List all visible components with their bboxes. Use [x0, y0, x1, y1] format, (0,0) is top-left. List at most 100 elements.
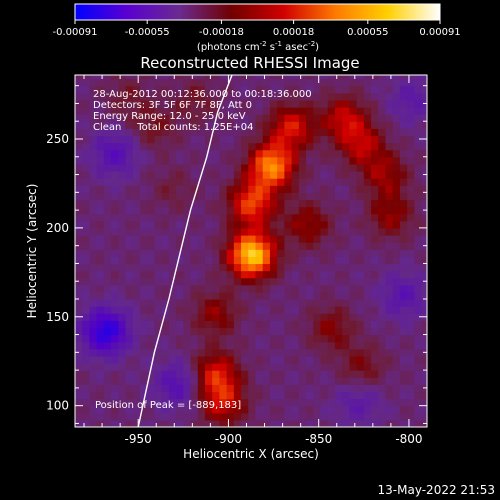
heatmap-cell — [103, 384, 112, 393]
heatmap-cell — [161, 313, 170, 321]
heatmap-cell — [414, 199, 423, 208]
heatmap-cell — [241, 299, 249, 307]
heatmap-cell — [298, 405, 307, 414]
heatmap-cell — [75, 114, 83, 122]
heatmap-cell — [371, 156, 379, 165]
heatmap-cell — [241, 156, 249, 165]
heatmap-cell — [421, 412, 427, 421]
heatmap-cell — [219, 256, 228, 265]
heatmap-cell — [269, 178, 278, 186]
heatmap-cell — [190, 75, 199, 80]
heatmap-cell — [320, 213, 329, 222]
annotation-time-range: 28-Aug-2012 00:12:36.000 to 00:18:36.000 — [93, 89, 312, 100]
heatmap-cell — [176, 171, 184, 179]
heatmap-cell — [385, 419, 394, 427]
heatmap-cell — [82, 121, 91, 129]
heatmap-cell — [363, 334, 372, 343]
heatmap-cell — [378, 355, 387, 364]
heatmap-cell — [154, 142, 163, 151]
heatmap-cell — [168, 192, 177, 201]
heatmap-cell — [421, 121, 427, 129]
heatmap-cell — [269, 242, 278, 250]
heatmap-cell — [392, 142, 401, 151]
heatmap-cell — [414, 291, 423, 300]
heatmap-cell — [407, 213, 415, 222]
heatmap-cell — [371, 263, 379, 272]
heatmap-cell — [241, 398, 249, 407]
heatmap-cell — [89, 78, 98, 87]
heatmap-cell — [204, 163, 213, 172]
heatmap-cell — [204, 377, 213, 385]
annotation-energy-range: Energy Range: 12.0 - 25.0 keV — [93, 111, 246, 122]
heatmap-cell — [269, 199, 278, 208]
heatmap-cell — [190, 384, 199, 393]
heatmap-cell — [363, 363, 372, 371]
heatmap-cell — [284, 363, 293, 371]
heatmap-cell — [103, 85, 112, 94]
heatmap-cell — [219, 107, 228, 115]
heatmap-cell — [363, 256, 372, 265]
heatmap-cell — [255, 291, 264, 300]
heatmap-cell — [154, 171, 163, 179]
heatmap-cell — [313, 249, 322, 257]
heatmap-cell — [183, 398, 192, 407]
heatmap-cell — [111, 163, 119, 172]
heatmap-cell — [197, 334, 206, 343]
heatmap-cell — [363, 227, 372, 236]
heatmap-cell — [190, 412, 199, 421]
heatmap-cell — [349, 277, 358, 286]
heatmap-cell — [233, 206, 242, 215]
heatmap-cell — [183, 327, 192, 336]
heatmap-cell — [96, 199, 105, 208]
heatmap-cell — [313, 192, 322, 201]
heatmap-cell — [139, 405, 148, 414]
heatmap-cell — [306, 291, 314, 300]
heatmap-cell — [219, 121, 228, 129]
heatmap-cell — [363, 163, 372, 172]
colorbar-tick-label: 0.00091 — [419, 27, 460, 38]
heatmap-cell — [298, 299, 307, 307]
heatmap-cell — [399, 235, 408, 243]
heatmap-cell — [118, 355, 127, 364]
heatmap-cell — [89, 398, 98, 407]
heatmap-cell — [132, 107, 141, 115]
heatmap-cell — [132, 149, 141, 158]
heatmap-cell — [349, 213, 358, 222]
heatmap-cell — [385, 114, 394, 122]
heatmap-cell — [298, 220, 307, 229]
heatmap-cell — [342, 149, 350, 158]
heatmap-cell — [392, 128, 401, 137]
heatmap-cell — [168, 114, 177, 122]
heatmap-cell — [96, 412, 105, 421]
heatmap-cell — [284, 370, 293, 378]
heatmap-cell — [241, 99, 249, 108]
heatmap-cell — [226, 313, 235, 321]
heatmap-cell — [298, 334, 307, 343]
heatmap-cell — [212, 363, 221, 371]
heatmap-cell — [320, 363, 329, 371]
heatmap-cell — [168, 163, 177, 172]
heatmap-cell — [96, 363, 105, 371]
heatmap-cell — [248, 284, 257, 293]
heatmap-cell — [334, 277, 343, 286]
heatmap-cell — [75, 92, 83, 101]
heatmap-cell — [111, 135, 119, 144]
heatmap-cell — [334, 178, 343, 186]
heatmap-cell — [176, 178, 184, 186]
heatmap-cell — [284, 256, 293, 265]
heatmap-cell — [255, 107, 264, 115]
heatmap-cell — [241, 377, 249, 385]
heatmap-cell — [132, 121, 141, 129]
heatmap-cell — [399, 178, 408, 186]
heatmap-cell — [399, 85, 408, 94]
heatmap-cell — [277, 320, 285, 329]
heatmap-cell — [204, 355, 213, 364]
heatmap-cell — [75, 291, 83, 300]
heatmap-cell — [118, 363, 127, 371]
heatmap-cell — [298, 291, 307, 300]
heatmap-cell — [378, 114, 387, 122]
heatmap-cell — [190, 178, 199, 186]
heatmap-cell — [327, 284, 336, 293]
heatmap-cell — [197, 142, 206, 151]
heatmap-cell — [233, 163, 242, 172]
